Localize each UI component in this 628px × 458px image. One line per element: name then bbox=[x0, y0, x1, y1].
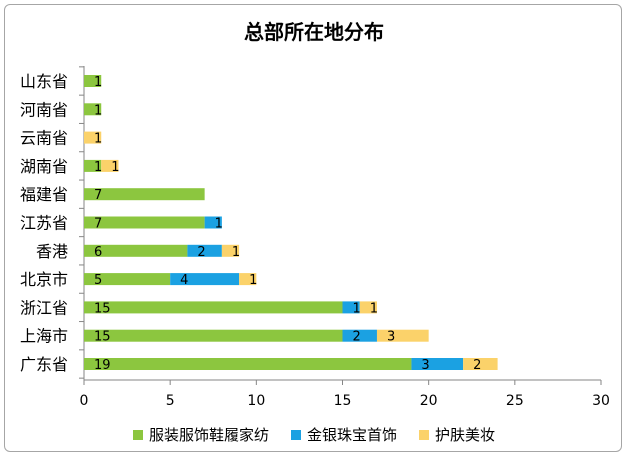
bar-segment bbox=[411, 358, 464, 370]
data-label: 1 bbox=[370, 301, 378, 316]
data-label: 2 bbox=[353, 330, 361, 345]
data-label: 2 bbox=[473, 358, 481, 373]
legend-item: 护肤美妆 bbox=[419, 424, 495, 445]
bar-segment bbox=[342, 301, 360, 314]
data-label: 3 bbox=[387, 330, 395, 345]
data-label: 7 bbox=[94, 217, 102, 232]
x-tick-label: 30 bbox=[592, 393, 610, 409]
bar-segment bbox=[463, 358, 498, 370]
data-label: 15 bbox=[94, 330, 111, 345]
bar-segment bbox=[84, 358, 412, 370]
data-label: 7 bbox=[94, 188, 102, 203]
x-tick-label: 25 bbox=[506, 393, 524, 409]
data-label: 1 bbox=[111, 160, 119, 175]
data-label: 19 bbox=[94, 358, 111, 373]
category-label: 河南省 bbox=[20, 100, 68, 119]
data-label: 15 bbox=[94, 301, 111, 316]
data-label: 6 bbox=[94, 245, 102, 260]
bar-segment bbox=[84, 273, 171, 286]
data-label: 1 bbox=[215, 217, 223, 232]
bar-segment bbox=[204, 216, 222, 229]
bar-segment bbox=[84, 301, 343, 314]
bar-segment bbox=[84, 103, 102, 116]
data-label: 1 bbox=[94, 160, 102, 175]
category-label: 云南省 bbox=[20, 129, 68, 148]
legend-item: 金银珠宝首饰 bbox=[290, 424, 397, 445]
bar-segment bbox=[187, 244, 222, 257]
data-label: 1 bbox=[94, 103, 102, 118]
data-label: 1 bbox=[94, 132, 102, 147]
data-label: 1 bbox=[94, 75, 102, 90]
legend: 服装服饰鞋履家纺 金银珠宝首饰 护肤美妆 bbox=[0, 424, 628, 445]
bar-segment bbox=[221, 244, 240, 257]
data-label: 1 bbox=[249, 273, 257, 288]
bar-segment bbox=[359, 301, 377, 314]
data-label: 1 bbox=[232, 245, 240, 260]
bar-segment bbox=[101, 159, 119, 172]
category-label: 上海市 bbox=[20, 327, 68, 346]
bar-segment bbox=[170, 273, 240, 286]
bar-segment bbox=[84, 188, 205, 201]
bar-segment bbox=[84, 216, 205, 229]
category-label: 广东省 bbox=[20, 355, 68, 374]
legend-swatch bbox=[290, 429, 301, 440]
legend-swatch bbox=[132, 429, 143, 440]
x-tick-label: 10 bbox=[247, 393, 265, 409]
bar-segment bbox=[84, 131, 102, 144]
legend-swatch bbox=[419, 429, 429, 440]
bar-segment bbox=[376, 329, 429, 342]
bar-segment bbox=[84, 329, 343, 342]
category-label: 福建省 bbox=[20, 185, 68, 204]
x-tick-label: 5 bbox=[166, 393, 175, 409]
legend-label: 金银珠宝首饰 bbox=[306, 426, 397, 444]
data-label: 5 bbox=[94, 273, 102, 288]
legend-label: 服装服饰鞋履家纺 bbox=[148, 426, 269, 444]
data-label: 4 bbox=[180, 273, 188, 288]
category-label: 湖南省 bbox=[20, 157, 68, 176]
category-label: 香港 bbox=[36, 242, 68, 261]
data-label: 3 bbox=[421, 358, 429, 373]
x-tick-label: 0 bbox=[80, 393, 89, 409]
category-label: 北京市 bbox=[20, 270, 68, 289]
category-label: 江苏省 bbox=[20, 214, 68, 233]
bar-segment bbox=[239, 273, 257, 286]
legend-item: 服装服饰鞋履家纺 bbox=[132, 424, 269, 445]
bar-segment bbox=[84, 159, 102, 172]
category-label: 山东省 bbox=[20, 72, 68, 91]
category-label: 浙江省 bbox=[20, 298, 68, 317]
chart-title: 总部所在地分布 bbox=[244, 20, 384, 44]
legend-label: 护肤美妆 bbox=[435, 426, 496, 444]
x-tick-label: 15 bbox=[334, 393, 352, 409]
bar-segment bbox=[84, 244, 188, 257]
x-tick-label: 20 bbox=[420, 393, 438, 409]
data-label: 1 bbox=[353, 301, 361, 316]
data-label: 2 bbox=[197, 245, 205, 260]
bar-segment bbox=[342, 329, 377, 342]
bar-segment bbox=[84, 75, 102, 87]
